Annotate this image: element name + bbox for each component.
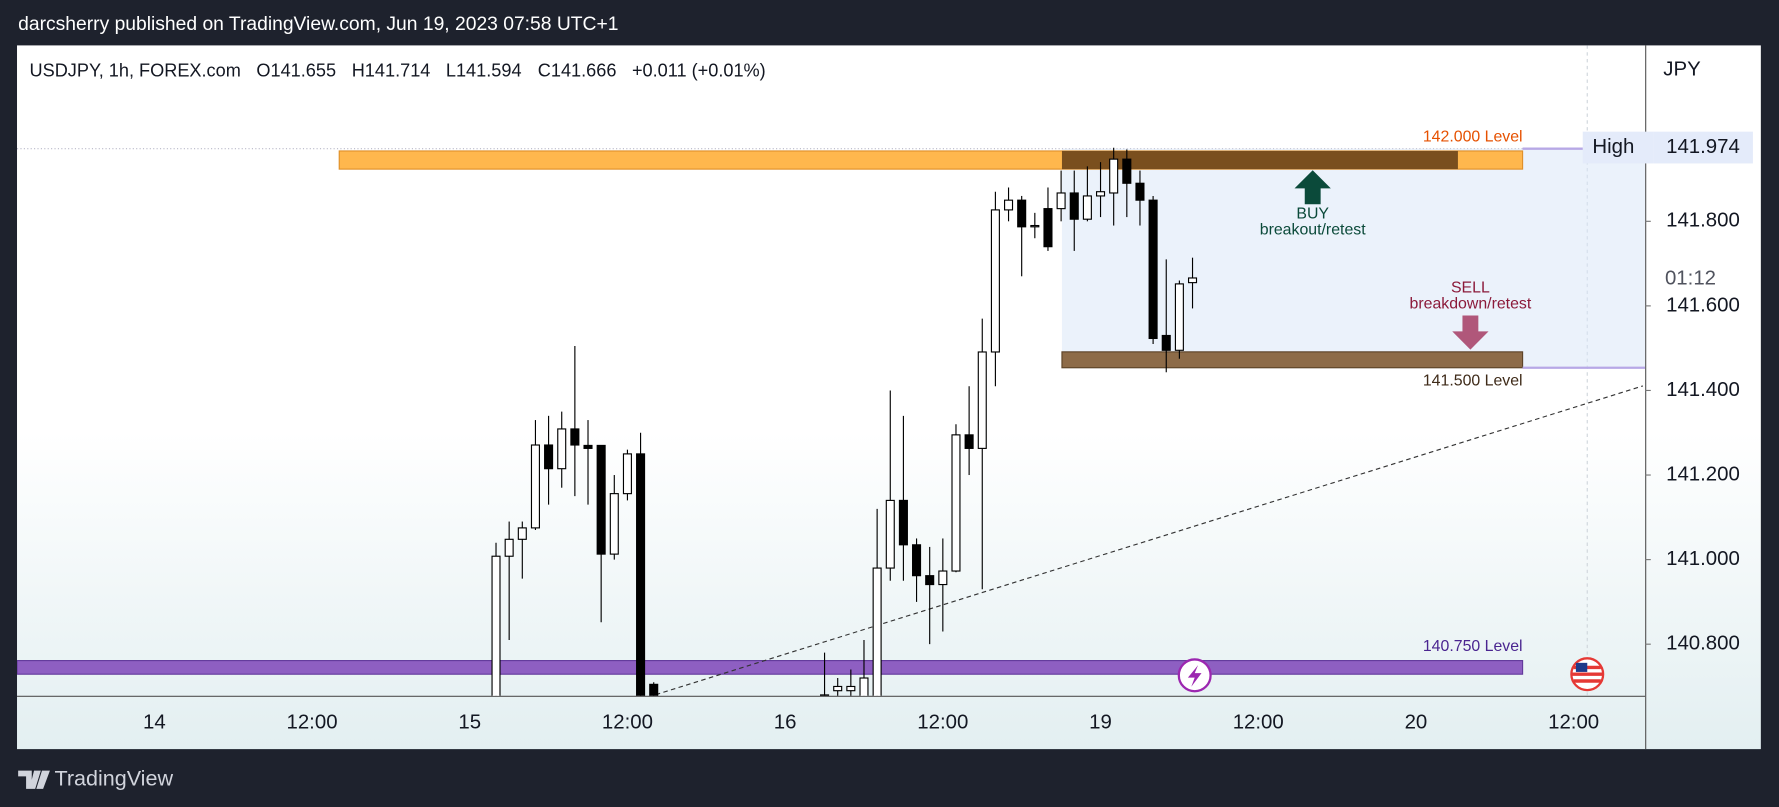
x-tick-label: 12:00	[917, 711, 968, 733]
range-zone	[1061, 148, 1646, 368]
buy-label: BUY	[1296, 206, 1329, 223]
candle-body	[1043, 208, 1053, 248]
candles	[491, 147, 1198, 696]
candle-body	[544, 444, 554, 470]
y-tick-label: 140.800	[1666, 633, 1740, 655]
level-label: 141.500 Level	[1423, 373, 1523, 390]
x-tick-label: 16	[774, 711, 797, 733]
countdown-tag	[1647, 263, 1730, 294]
plot-area	[17, 45, 1646, 696]
candle-body	[609, 493, 619, 555]
candle-body	[820, 694, 830, 696]
y-tick-label: 141.400	[1666, 379, 1740, 401]
high-value: 141.974	[1666, 136, 1740, 158]
candle-body	[491, 555, 501, 696]
legend-low: L141.594	[446, 60, 522, 80]
candle-body	[977, 351, 987, 449]
candle-body	[938, 570, 948, 586]
candle-body	[1082, 195, 1092, 220]
candle-body	[1017, 199, 1027, 228]
publish-title: darcsherry published on TradingView.com,…	[18, 14, 618, 35]
legend-open: O141.655	[256, 60, 336, 80]
buy-note: breakout/retest	[1260, 222, 1366, 239]
x-tick-label: 12:00	[1548, 711, 1599, 733]
candle-body	[570, 428, 580, 446]
x-tick-label: 20	[1405, 711, 1428, 733]
candle-body	[1069, 192, 1079, 220]
buy-arrow	[1294, 170, 1331, 205]
y-tick-label: 141.800	[1666, 210, 1740, 232]
candle-body	[990, 209, 1000, 353]
candle-body	[1122, 158, 1132, 184]
candle-body	[517, 527, 527, 540]
countdown: 01:12	[1665, 268, 1716, 290]
candle-body	[1095, 191, 1106, 197]
price-axis: 140.800 141.000 141.200 141.400 141.600 141.8…	[1645, 210, 1740, 655]
legend-close: C141.666	[538, 60, 617, 80]
candle-body	[504, 538, 514, 557]
candle-body	[912, 544, 922, 577]
legend-high: H141.714	[352, 60, 431, 80]
candle-body	[898, 499, 908, 546]
candle-body	[1056, 192, 1066, 210]
candle-body	[885, 499, 895, 569]
x-tick-label: 19	[1089, 711, 1112, 733]
level-box-142-overlap	[1061, 150, 1458, 170]
candle-body	[872, 567, 882, 696]
level-label: 140.750 Level	[1423, 638, 1523, 655]
candle-body	[951, 434, 961, 572]
candle-body	[925, 575, 935, 586]
currency-label: JPY	[1663, 59, 1701, 81]
y-tick-label: 141.200	[1666, 463, 1740, 485]
y-tick-label: 141.600	[1666, 294, 1740, 316]
high-tag-label: High	[1592, 136, 1634, 158]
time-axis: 14 12:00 15 12:00 16 12:00 19 12:00 20 12:00	[143, 711, 1599, 733]
candle-body	[1174, 283, 1184, 351]
x-tick-label: 15	[458, 711, 481, 733]
candle-body	[557, 428, 567, 470]
legend-change: +0.011 (+0.01%)	[632, 60, 766, 80]
candle-body	[1135, 182, 1145, 201]
candle-body	[1148, 199, 1158, 340]
legend-symbol: USDJPY, 1h, FOREX.com	[29, 60, 240, 80]
candle-body	[1004, 199, 1014, 211]
candle-body	[530, 444, 540, 529]
candle-body	[583, 444, 593, 449]
candle-body	[636, 453, 646, 696]
candle-body	[596, 444, 606, 555]
event-icon-bolt	[1187, 665, 1202, 687]
level-box-1415	[1061, 351, 1524, 369]
candle-body	[964, 434, 974, 449]
brand-name: TradingView	[54, 765, 173, 790]
x-tick-label: 12:00	[602, 711, 653, 733]
level-label: 142.000 Level	[1423, 129, 1523, 146]
candle-body	[859, 677, 869, 696]
high-tag	[1582, 131, 1654, 164]
candle-body	[1109, 158, 1119, 194]
x-tick-label: 12:00	[1233, 711, 1284, 733]
candle-body	[833, 685, 843, 692]
x-tick-label: 14	[143, 711, 166, 733]
candle-body	[1161, 334, 1171, 351]
candle-body	[622, 453, 632, 495]
candle-body	[846, 685, 856, 692]
x-tick-label: 12:00	[287, 711, 338, 733]
flag-canton	[1575, 662, 1588, 672]
sell-note: breakdown/retest	[1410, 295, 1532, 312]
candle-body	[1030, 224, 1040, 228]
trend-line	[655, 385, 1644, 696]
candle-body	[649, 683, 659, 696]
sell-label: SELL	[1451, 279, 1490, 296]
high-value-tag	[1653, 131, 1753, 164]
sell-arrow	[1452, 315, 1489, 350]
candle-body	[1187, 277, 1198, 284]
y-tick-label: 141.000	[1666, 548, 1740, 570]
level-box-14075	[17, 660, 1524, 675]
